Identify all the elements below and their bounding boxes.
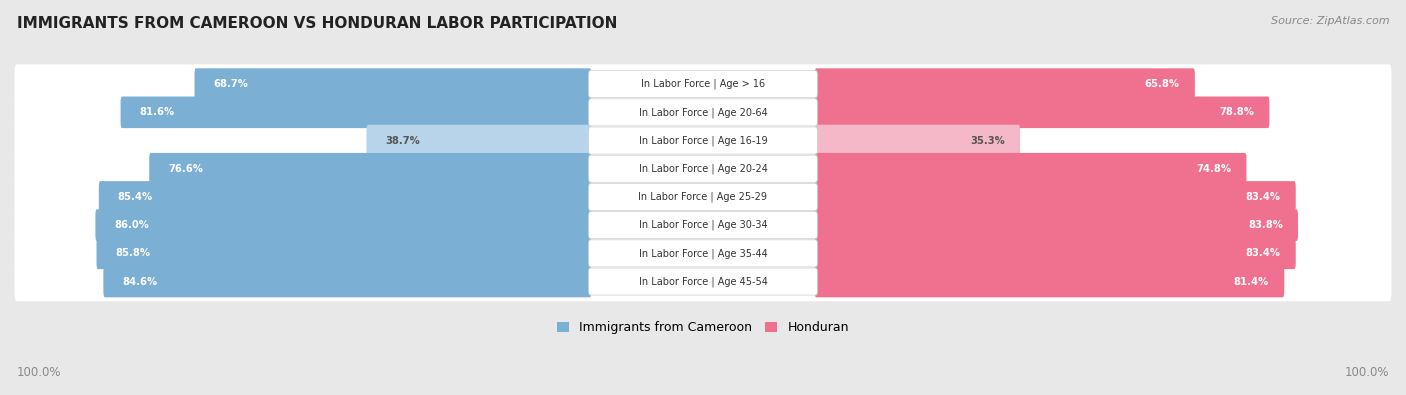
Text: 83.4%: 83.4% (1246, 248, 1281, 258)
FancyBboxPatch shape (14, 233, 1392, 273)
FancyBboxPatch shape (814, 237, 1296, 269)
Text: 81.6%: 81.6% (139, 107, 174, 117)
Text: 76.6%: 76.6% (167, 164, 202, 174)
Text: In Labor Force | Age 45-54: In Labor Force | Age 45-54 (638, 276, 768, 287)
FancyBboxPatch shape (589, 99, 817, 126)
Text: In Labor Force | Age 35-44: In Labor Force | Age 35-44 (638, 248, 768, 259)
Text: IMMIGRANTS FROM CAMEROON VS HONDURAN LABOR PARTICIPATION: IMMIGRANTS FROM CAMEROON VS HONDURAN LAB… (17, 16, 617, 31)
FancyBboxPatch shape (589, 71, 817, 98)
FancyBboxPatch shape (814, 68, 1195, 100)
Text: 74.8%: 74.8% (1197, 164, 1232, 174)
Text: Source: ZipAtlas.com: Source: ZipAtlas.com (1271, 16, 1389, 26)
FancyBboxPatch shape (96, 209, 592, 241)
FancyBboxPatch shape (589, 127, 817, 154)
FancyBboxPatch shape (194, 68, 592, 100)
FancyBboxPatch shape (14, 177, 1392, 217)
FancyBboxPatch shape (98, 181, 592, 213)
Legend: Immigrants from Cameroon, Honduran: Immigrants from Cameroon, Honduran (553, 316, 853, 339)
FancyBboxPatch shape (14, 205, 1392, 245)
Text: 83.8%: 83.8% (1249, 220, 1282, 230)
FancyBboxPatch shape (14, 262, 1392, 301)
FancyBboxPatch shape (814, 181, 1296, 213)
Text: 68.7%: 68.7% (214, 79, 247, 89)
Text: 38.7%: 38.7% (385, 135, 420, 145)
FancyBboxPatch shape (14, 149, 1392, 188)
Text: In Labor Force | Age > 16: In Labor Force | Age > 16 (641, 79, 765, 89)
Text: 83.4%: 83.4% (1246, 192, 1281, 202)
Text: In Labor Force | Age 25-29: In Labor Force | Age 25-29 (638, 192, 768, 202)
FancyBboxPatch shape (589, 155, 817, 182)
FancyBboxPatch shape (814, 266, 1284, 297)
FancyBboxPatch shape (149, 153, 592, 184)
FancyBboxPatch shape (589, 212, 817, 239)
FancyBboxPatch shape (589, 268, 817, 295)
FancyBboxPatch shape (97, 237, 592, 269)
FancyBboxPatch shape (14, 64, 1392, 104)
Text: 100.0%: 100.0% (17, 366, 62, 379)
FancyBboxPatch shape (814, 209, 1298, 241)
Text: 35.3%: 35.3% (970, 135, 1005, 145)
Text: 85.4%: 85.4% (118, 192, 153, 202)
Text: In Labor Force | Age 20-64: In Labor Force | Age 20-64 (638, 107, 768, 118)
Text: 86.0%: 86.0% (114, 220, 149, 230)
FancyBboxPatch shape (814, 96, 1270, 128)
FancyBboxPatch shape (14, 92, 1392, 132)
FancyBboxPatch shape (814, 153, 1247, 184)
FancyBboxPatch shape (14, 121, 1392, 160)
FancyBboxPatch shape (589, 183, 817, 211)
FancyBboxPatch shape (589, 240, 817, 267)
FancyBboxPatch shape (104, 266, 592, 297)
FancyBboxPatch shape (121, 96, 592, 128)
FancyBboxPatch shape (814, 125, 1021, 156)
FancyBboxPatch shape (367, 125, 592, 156)
Text: 81.4%: 81.4% (1234, 276, 1270, 286)
Text: In Labor Force | Age 30-34: In Labor Force | Age 30-34 (638, 220, 768, 230)
Text: In Labor Force | Age 20-24: In Labor Force | Age 20-24 (638, 164, 768, 174)
Text: 100.0%: 100.0% (1344, 366, 1389, 379)
Text: 78.8%: 78.8% (1219, 107, 1254, 117)
Text: 84.6%: 84.6% (122, 276, 157, 286)
Text: 65.8%: 65.8% (1144, 79, 1180, 89)
Text: In Labor Force | Age 16-19: In Labor Force | Age 16-19 (638, 135, 768, 146)
Text: 85.8%: 85.8% (115, 248, 150, 258)
